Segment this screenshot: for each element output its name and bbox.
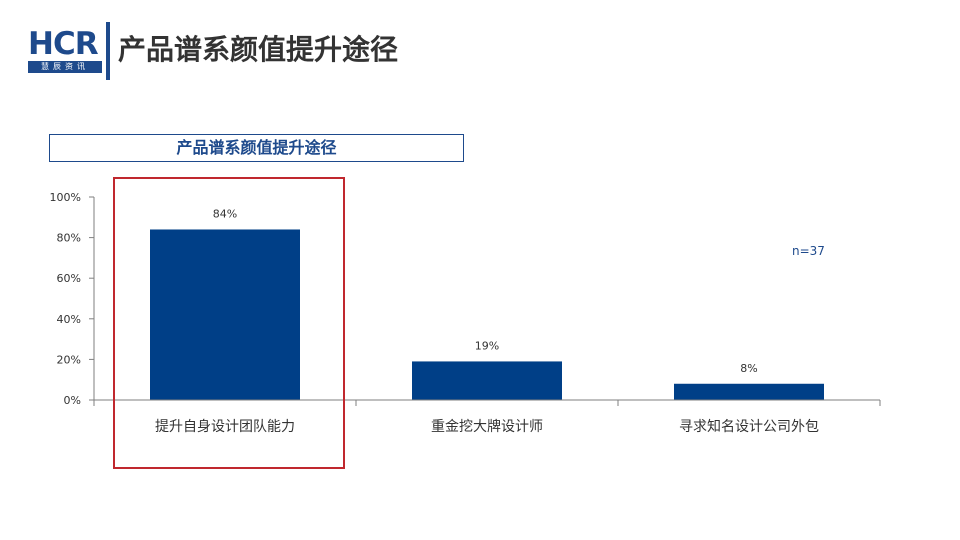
chart-title: 产品谱系颜值提升途径 bbox=[49, 134, 464, 162]
y-tick-label: 80% bbox=[57, 232, 81, 245]
y-tick-label: 20% bbox=[57, 353, 81, 366]
category-label: 重金挖大牌设计师 bbox=[431, 418, 543, 435]
highlight-box bbox=[113, 177, 345, 469]
data-label: 19% bbox=[475, 339, 499, 352]
bar bbox=[412, 361, 562, 400]
y-tick-label: 40% bbox=[57, 313, 81, 326]
logo-letters: HCR bbox=[28, 26, 99, 62]
sample-size-note: n=37 bbox=[792, 244, 825, 258]
logo-subtext: 慧辰资讯 bbox=[28, 61, 102, 73]
bar bbox=[150, 229, 300, 400]
x-axis-ticks bbox=[93, 400, 881, 406]
bars bbox=[150, 229, 824, 400]
data-labels: 84% 19% 8% bbox=[213, 207, 758, 374]
y-tick-label: 60% bbox=[57, 272, 81, 285]
hcr-logo: HCR 慧辰资讯 bbox=[28, 28, 104, 74]
bar bbox=[674, 383, 824, 400]
y-axis-ticks: 0% 20% 40% 60% 80% 100% bbox=[50, 191, 94, 407]
data-label: 8% bbox=[740, 362, 757, 375]
category-labels: 提升自身设计团队能力 重金挖大牌设计师 寻求知名设计公司外包 bbox=[155, 418, 819, 435]
title-divider bbox=[106, 22, 110, 80]
category-label: 提升自身设计团队能力 bbox=[155, 419, 295, 435]
y-tick-label: 100% bbox=[50, 191, 81, 204]
page-title: 产品谱系颜值提升途径 bbox=[118, 33, 399, 66]
category-label: 寻求知名设计公司外包 bbox=[679, 418, 819, 435]
data-label: 84% bbox=[213, 207, 237, 220]
y-tick-label: 0% bbox=[64, 394, 81, 407]
